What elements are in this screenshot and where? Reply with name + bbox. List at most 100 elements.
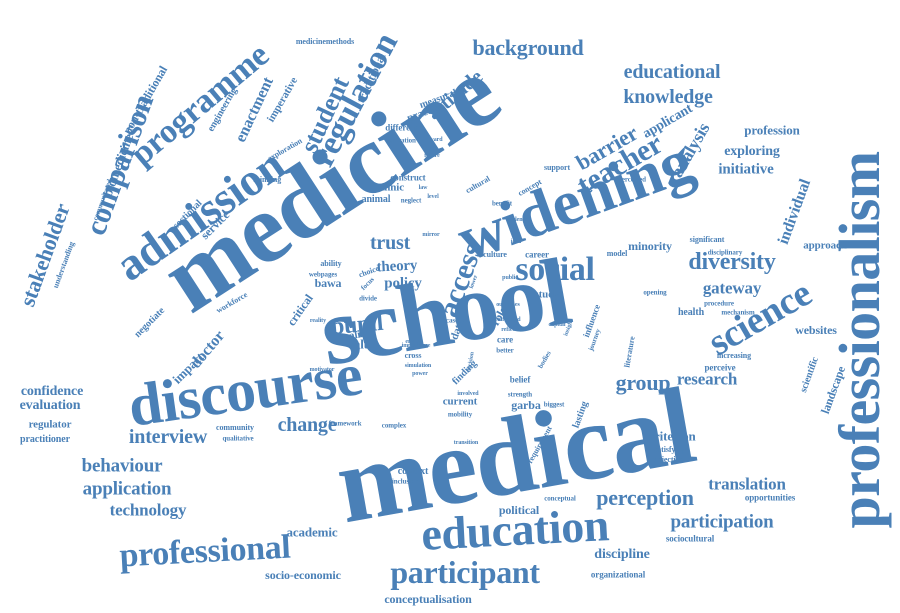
cloud-word-objective: objective bbox=[653, 455, 683, 464]
cloud-word-increasing: increasing bbox=[716, 351, 752, 360]
cloud-word-ability: ability bbox=[320, 259, 342, 268]
cloud-word-level: level bbox=[427, 194, 439, 200]
cloud-word-future: future bbox=[424, 153, 440, 159]
cloud-word-involved: involved bbox=[457, 391, 479, 397]
cloud-word-perceive: perceive bbox=[704, 362, 736, 373]
cloud-word-animal: animal bbox=[361, 194, 391, 205]
cloud-word-simulation: simulation bbox=[404, 363, 432, 369]
cloud-word-participation: participation bbox=[670, 511, 774, 533]
cloud-word-trust: trust bbox=[369, 232, 411, 254]
cloud-word-thinking: thinking bbox=[252, 175, 282, 184]
cloud-word-background: background bbox=[472, 35, 584, 60]
cloud-word-conceptualisation: conceptualisation bbox=[384, 592, 472, 606]
cloud-word-behaviour: behaviour bbox=[81, 455, 163, 477]
cloud-word-academic: academic bbox=[286, 524, 338, 540]
cloud-word-group: group bbox=[615, 370, 671, 395]
cloud-word-care: care bbox=[497, 334, 513, 345]
cloud-word-medicinemethods: medicinemethods bbox=[295, 37, 355, 46]
cloud-word-evidence: evidence bbox=[506, 217, 528, 223]
cloud-word-scientific: scientific bbox=[798, 355, 821, 394]
cloud-word-mechanism: mechanism bbox=[721, 308, 755, 317]
cloud-word-culture: culture bbox=[483, 250, 507, 259]
cloud-word-ward: ward bbox=[429, 137, 443, 143]
cloud-word-perceived: perceived bbox=[617, 175, 647, 184]
cloud-word-conceptual: conceptual bbox=[544, 494, 576, 503]
cloud-word-political: political bbox=[498, 503, 540, 517]
cloud-word-disciplinary: disciplinary bbox=[707, 248, 743, 257]
cloud-word-idea: idea bbox=[510, 239, 522, 245]
cloud-word-criterion: criterion bbox=[648, 428, 696, 444]
cloud-word-mirror: mirror bbox=[422, 232, 440, 238]
cloud-word-literature: literature bbox=[622, 335, 637, 369]
cloud-word-model: model bbox=[606, 249, 628, 258]
cloud-word-minority: minority bbox=[628, 239, 672, 253]
cloud-word-theory: theory bbox=[376, 257, 418, 276]
cloud-word-satisfying: satisfying bbox=[654, 445, 686, 454]
cloud-word-webpages: webpages bbox=[308, 270, 338, 279]
cloud-word-benefit: benefit bbox=[491, 199, 513, 208]
cloud-word-evaluation: evaluation bbox=[19, 398, 81, 413]
cloud-word-transition: transition bbox=[453, 440, 479, 446]
cloud-word-sociocultural: sociocultural bbox=[665, 533, 715, 544]
cloud-word-policy: policy bbox=[384, 275, 422, 292]
cloud-word-practitioner: practitioner bbox=[20, 434, 70, 445]
cloud-word-study: study bbox=[534, 288, 560, 301]
cloud-word-construct: construct bbox=[390, 172, 426, 183]
cloud-word-research: research bbox=[676, 369, 738, 389]
cloud-word-significant: significant bbox=[689, 235, 725, 244]
cloud-word-current: current bbox=[442, 395, 478, 408]
cloud-word-strength: strength bbox=[507, 390, 533, 399]
cloud-word-engage: engage bbox=[405, 339, 423, 345]
cloud-word-knowledge: knowledge bbox=[623, 86, 713, 108]
cloud-word-importance: importance bbox=[401, 343, 431, 349]
cloud-word-gateway: gateway bbox=[702, 278, 762, 298]
cloud-word-framework: framework bbox=[328, 419, 362, 428]
cloud-word-participant: participant bbox=[390, 554, 540, 590]
cloud-word-power: power bbox=[412, 371, 428, 377]
cloud-word-socio-economic: socio-economic bbox=[265, 568, 341, 582]
cloud-word-difference: difference bbox=[385, 122, 423, 133]
cloud-word-websites: websites bbox=[795, 323, 837, 337]
cloud-word-application: application bbox=[82, 478, 172, 500]
cloud-word-divide: divide bbox=[359, 294, 377, 303]
cloud-word-case: case bbox=[445, 316, 459, 325]
cloud-word-biggest: biggest bbox=[543, 400, 565, 409]
cloud-word-aspiration: aspiration bbox=[386, 136, 416, 145]
cloud-word-informed: informed bbox=[497, 317, 521, 323]
cloud-word-educational: educational bbox=[623, 61, 721, 83]
cloud-word-perception: perception bbox=[596, 485, 694, 510]
cloud-word-change: change bbox=[277, 414, 337, 436]
cloud-word-ethnic: ethnic bbox=[375, 181, 405, 194]
cloud-word-initiative: initiative bbox=[718, 161, 774, 178]
cloud-word-approach: approach bbox=[803, 239, 847, 252]
cloud-word-exploring: exploring bbox=[724, 144, 780, 159]
cloud-word-reality: reality bbox=[309, 318, 327, 324]
cloud-word-belief: belief bbox=[509, 374, 531, 385]
cloud-word-professionalism: professionalism bbox=[827, 151, 892, 529]
cloud-word-inclusion: inclusion bbox=[391, 477, 419, 486]
cloud-word-community: community bbox=[216, 423, 254, 432]
cloud-word-support: support bbox=[543, 163, 571, 172]
cloud-word-garba: garba bbox=[511, 398, 541, 412]
cloud-word-technology: technology bbox=[109, 500, 187, 520]
cloud-word-motivator: motivator bbox=[309, 367, 335, 373]
cloud-word-outcomes: outcomes bbox=[496, 302, 520, 308]
cloud-word-reflection: reflection bbox=[501, 327, 525, 333]
cloud-word-bawa: bawa bbox=[314, 276, 342, 290]
cloud-word-cross: cross bbox=[404, 351, 422, 360]
cloud-word-negotiate: negotiate bbox=[132, 305, 167, 340]
cloud-word-better: better bbox=[496, 346, 514, 355]
cloud-word-profession: profession bbox=[744, 122, 800, 138]
cloud-word-complex: complex bbox=[381, 421, 407, 430]
cloud-word-organizational: organizational bbox=[590, 569, 646, 580]
cloud-word-bodies: bodies bbox=[536, 349, 553, 370]
cloud-word-qualitative: qualitative bbox=[222, 434, 254, 443]
cloud-word-opportunities: opportunities bbox=[744, 492, 796, 503]
cloud-word-regulator: regulator bbox=[28, 418, 72, 431]
cloud-word-discipline: discipline bbox=[594, 547, 650, 562]
cloud-word-social: social bbox=[515, 251, 595, 288]
cloud-word-translation: translation bbox=[708, 474, 786, 494]
cloud-word-value: value bbox=[347, 336, 377, 352]
cloud-word-health: health bbox=[677, 307, 705, 318]
